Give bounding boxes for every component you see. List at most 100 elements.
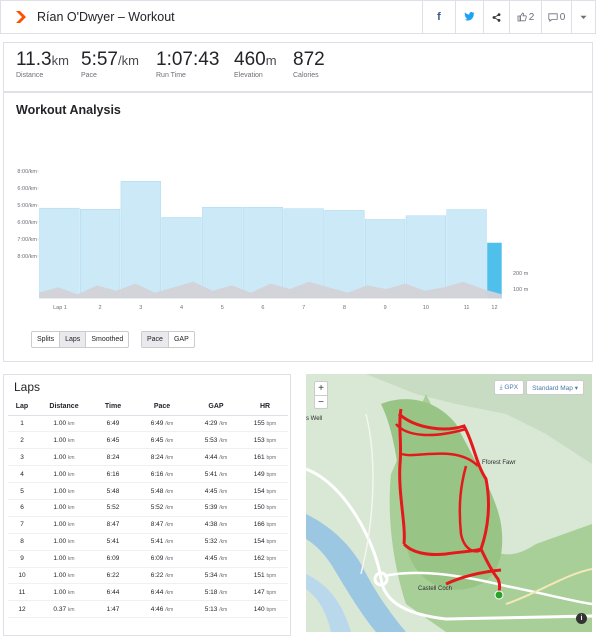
map-canvas[interactable] [306,374,592,632]
twitter-share-button[interactable] [455,1,483,33]
lap-gap: 5:34 /km [190,567,242,585]
share-button[interactable] [483,1,509,33]
lap-number: 10 [8,567,36,585]
cell-value: 8:47 [150,521,164,529]
col-hr[interactable]: HR [242,399,288,416]
col-distance[interactable]: Distance [36,399,92,416]
lap-gap: 5:18 /km [190,583,242,602]
smoothed-button[interactable]: Smoothed [85,332,128,347]
lap-row[interactable]: 11 1.00 km 6:44 6:44 /km 5:18 /km 147 bpm [8,583,288,602]
lap-hr: 154 bpm [242,533,288,551]
map-info-button[interactable]: i [576,613,587,624]
map-type-select[interactable]: Standard Map ▾ [526,380,584,395]
lap-time: 5:52 [92,499,134,517]
unit-label: /km [219,572,228,579]
cell-value: 140 [253,605,265,613]
col-pace[interactable]: Pace [134,399,190,416]
lap-distance: 0.37 km [36,600,92,619]
unit-label: km [67,454,75,461]
more-actions-button[interactable] [571,1,595,33]
x-tick-label: 2 [99,305,102,311]
lap-row[interactable]: 12 0.37 km 1:47 4:46 /km 5:13 /km 140 bpm [8,600,288,619]
lap-time: 8:47 [92,516,134,534]
splits-button[interactable]: Splits [37,336,55,343]
lap-gap: 5:53 /km [190,431,242,450]
comment-button[interactable]: 0 [541,1,571,33]
lap-pace: 6:22 /km [134,567,190,585]
zoom-in-button[interactable]: + [315,382,327,396]
x-tick-label: 9 [384,305,387,311]
lap-number: 8 [8,533,36,551]
lap-row[interactable]: 8 1.00 km 5:41 5:41 /km 5:32 /km 154 bpm [8,533,288,551]
lap-pace: 8:47 /km [134,516,190,534]
cell-value: 1 [20,419,24,427]
laps-table: Lap Distance Time Pace GAP HR 1 1.00 km 6:… [8,399,288,619]
map-label-well: s Well [306,416,323,422]
lap-number: 9 [8,550,36,568]
lap-distance: 1.00 km [36,499,92,517]
lap-gap: 5:32 /km [190,533,242,551]
unit-label: km [67,556,75,563]
lap-time: 6:22 [92,567,134,585]
laps-button[interactable]: Laps [59,332,86,347]
chart-mode-toggle: Splits Laps Smoothed [31,331,130,348]
unit-label: km [67,606,75,613]
lap-pace: 5:41 /km [134,533,190,551]
cell-value: 5:41 [150,538,164,546]
lap-row[interactable]: 1 1.00 km 6:49 6:49 /km 4:29 /km 155 bpm [8,415,288,433]
lap-row[interactable]: 9 1.00 km 6:09 6:09 /km 4:45 /km 162 bpm [8,550,288,568]
unit-label: bpm [266,572,277,579]
lap-row[interactable]: 3 1.00 km 8:24 8:24 /km 4:44 /km 161 bpm [8,448,288,467]
lap-row[interactable]: 10 1.00 km 6:22 6:22 /km 5:34 /km 151 bpm [8,567,288,585]
route-map[interactable]: + − ⤓ GPX Standard Map ▾ s Well Fforest … [306,374,592,632]
cell-value: 153 [253,436,265,444]
strava-chevron-icon[interactable] [15,10,29,24]
kudos-button[interactable]: 2 [509,1,541,33]
lap-number: 7 [8,516,36,534]
gpx-download-button[interactable]: ⤓ GPX [493,380,525,395]
zoom-out-button[interactable]: − [318,397,324,408]
cell-value: 1.00 [53,453,67,461]
unit-label: bpm [266,505,277,512]
cell-value: 1.00 [53,504,67,512]
facebook-share-button[interactable]: f [422,1,455,33]
lap-row[interactable]: 2 1.00 km 6:45 6:45 /km 5:53 /km 153 bpm [8,431,288,450]
cell-value: 6:49 [150,419,164,427]
pace-chart[interactable]: 8:00/km 6:00/km 5:00/km 6:00/km 7:00/km 8:00/… [4,93,592,325]
lap-distance: 1.00 km [36,567,92,585]
cell-value: 1.00 [53,538,67,546]
lap-pace: 6:45 /km [134,431,190,450]
unit-label: bpm [266,420,277,427]
pace-bar [202,207,243,299]
cell-value: 150 [253,504,265,512]
cell-value: 5:32 [204,538,218,546]
pace-button[interactable]: Pace [142,332,168,347]
x-tick-label: Lap 1 [53,305,67,311]
lap-row[interactable]: 6 1.00 km 5:52 5:52 /km 5:39 /km 150 bpm [8,499,288,517]
unit-label: km [67,572,75,579]
cell-value: 10 [18,571,26,579]
twitter-icon [464,12,475,21]
gap-button[interactable]: GAP [167,332,194,347]
zoom-controls: + − [314,381,328,409]
lap-hr: 149 bpm [242,465,288,484]
lap-number: 2 [8,431,36,450]
pace-bar [405,215,446,299]
col-gap[interactable]: GAP [190,399,242,416]
lap-row[interactable]: 4 1.00 km 6:16 6:16 /km 5:41 /km 149 bpm [8,465,288,484]
col-lap[interactable]: Lap [8,399,36,416]
pace-bar [80,209,121,299]
stat-value: 11.3 [16,49,52,70]
cell-value: 5:52 [106,504,120,512]
stat-label: Calories [293,72,319,79]
lap-row[interactable]: 5 1.00 km 5:48 5:48 /km 4:45 /km 154 bpm [8,482,288,500]
lap-distance: 1.00 km [36,482,92,500]
cell-value: 6:22 [150,571,164,579]
lap-row[interactable]: 7 1.00 km 8:47 8:47 /km 4:38 /km 166 bpm [8,516,288,534]
lap-hr: 140 bpm [242,600,288,619]
cell-value: 1:47 [106,605,120,613]
col-time[interactable]: Time [92,399,134,416]
cell-value: 8 [20,538,24,546]
stat-label: Pace [81,72,97,79]
cell-value: 6:44 [106,588,120,596]
